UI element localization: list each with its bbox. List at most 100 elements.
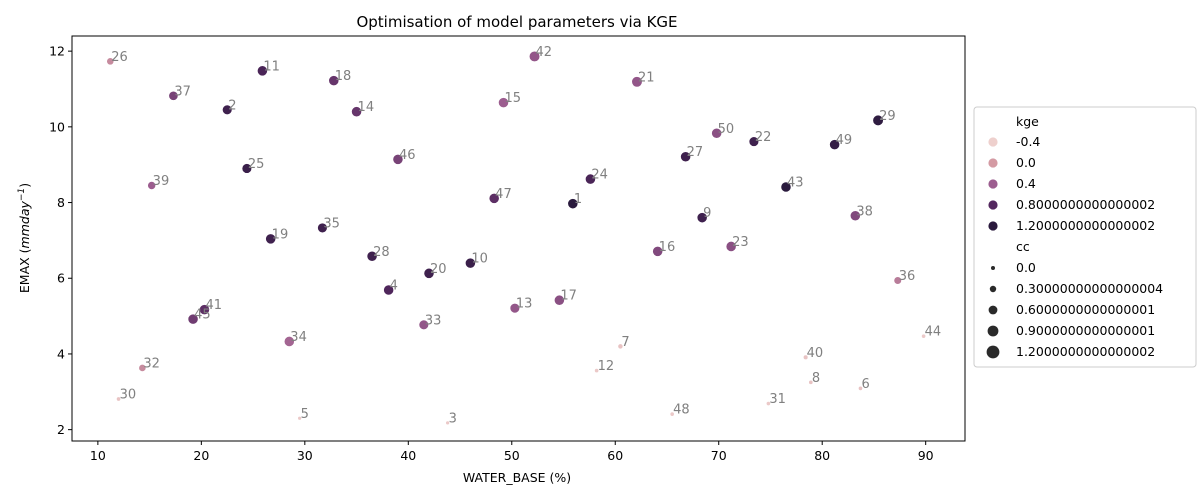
data-point — [593, 367, 600, 374]
x-tick-label: 50 — [504, 448, 520, 463]
point-label: 50 — [718, 122, 735, 137]
legend-size-label: 0.6000000000000001 — [1016, 302, 1155, 317]
x-axis: 10 20 30 40 50 60 70 80 90 — [90, 441, 934, 463]
point-label: 29 — [879, 109, 896, 124]
legend: kge -0.4 0.0 0.4 0.8000000000000002 1.2000000… — [973, 106, 1197, 368]
point-label: 45 — [194, 308, 211, 323]
data-point — [423, 267, 435, 279]
data-point — [106, 57, 115, 66]
point-label: 47 — [495, 187, 512, 202]
legend-size-title: cc — [1016, 239, 1030, 254]
x-tick-label: 90 — [918, 448, 934, 463]
data-point — [241, 163, 253, 174]
data-point — [849, 210, 861, 222]
point-label: 39 — [153, 174, 170, 189]
data-point — [497, 97, 510, 109]
y-tick-label: 8 — [57, 195, 65, 210]
point-label: 6 — [861, 377, 869, 392]
x-tick-label: 30 — [297, 448, 313, 463]
data-point — [366, 250, 378, 262]
legend-size-label: 0.9000000000000001 — [1016, 323, 1155, 338]
point-label: 11 — [263, 59, 280, 74]
point-label: 7 — [621, 335, 629, 350]
point-label: 19 — [272, 227, 289, 242]
legend-hue-marker — [987, 220, 999, 232]
point-label: 42 — [536, 45, 553, 60]
point-label: 44 — [925, 325, 942, 340]
data-point — [187, 313, 199, 325]
point-label: 3 — [449, 411, 457, 426]
data-point — [328, 75, 340, 87]
x-tick-label: 20 — [193, 448, 209, 463]
legend-hue-marker — [987, 199, 999, 211]
data-point — [256, 65, 268, 77]
legend-box — [973, 106, 1197, 368]
legend-size-marker — [991, 266, 995, 270]
data-point — [696, 212, 708, 224]
point-label: 34 — [290, 330, 307, 345]
data-point — [652, 245, 664, 257]
data-point — [418, 319, 430, 331]
data-point — [445, 420, 451, 426]
y-tick-label: 2 — [57, 422, 65, 437]
legend-size-marker — [988, 305, 998, 315]
legend-size-marker — [986, 345, 1000, 359]
x-tick-label: 10 — [90, 448, 106, 463]
point-label: 33 — [425, 313, 442, 328]
point-label: 24 — [591, 168, 608, 183]
legend-hue-label: 0.4 — [1016, 176, 1036, 191]
point-label: 13 — [516, 297, 533, 312]
data-point — [829, 139, 841, 151]
data-point — [488, 192, 500, 204]
point-label: 23 — [732, 235, 749, 250]
data-point — [567, 198, 579, 210]
legend-hue-marker — [987, 178, 999, 190]
data-point — [115, 396, 122, 402]
y-tick-label: 12 — [49, 44, 65, 59]
data-point — [147, 180, 157, 191]
data-point — [711, 127, 723, 139]
data-point — [669, 411, 675, 417]
y-tick-label: 4 — [57, 346, 65, 361]
data-point — [680, 151, 692, 163]
y-tick-label: 6 — [57, 271, 65, 286]
point-label: 10 — [471, 252, 488, 267]
point-label: 12 — [598, 359, 615, 374]
legend-hue-label: 0.8000000000000002 — [1016, 197, 1155, 212]
data-point — [872, 114, 884, 127]
point-label: 46 — [399, 148, 416, 163]
point-label: 43 — [787, 176, 804, 191]
data-point — [780, 181, 792, 193]
point-label: 17 — [560, 289, 577, 304]
point-label: 1 — [574, 192, 582, 207]
chart-title: Optimisation of model parameters via KGE — [356, 13, 677, 31]
point-label: 49 — [836, 133, 853, 148]
data-point — [198, 304, 211, 316]
legend-size-label: 0.30000000000000004 — [1016, 281, 1163, 296]
legend-size-marker — [987, 325, 999, 337]
point-label: 15 — [504, 91, 521, 106]
legend-hue-label: 1.2000000000000002 — [1016, 218, 1155, 233]
point-label: 26 — [111, 50, 128, 65]
data-point — [808, 379, 814, 385]
point-label: 20 — [430, 262, 447, 277]
legend-hue-label: -0.4 — [1016, 134, 1040, 149]
point-label: 37 — [174, 84, 191, 99]
point-label: 18 — [335, 69, 352, 84]
data-point — [748, 136, 760, 147]
data-point — [553, 294, 565, 306]
data-point — [617, 343, 624, 350]
data-point — [297, 415, 303, 421]
point-label: 14 — [358, 100, 375, 115]
data-point — [631, 76, 643, 88]
point-label: 40 — [807, 346, 824, 361]
data-point — [383, 284, 395, 296]
data-point — [893, 276, 903, 285]
point-label: 21 — [638, 70, 655, 85]
data-point — [725, 240, 737, 253]
x-axis-label: WATER_BASE (%) — [463, 470, 571, 485]
y-axis-label: EMAX (mmday−1) — [17, 183, 32, 293]
point-label: 38 — [856, 204, 873, 219]
